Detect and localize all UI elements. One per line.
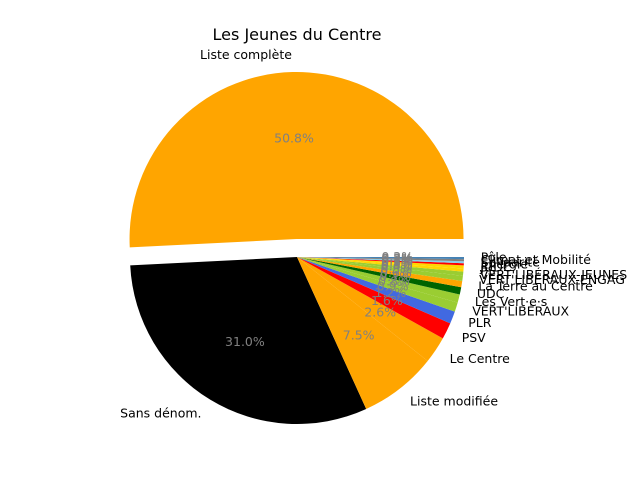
pie-slice-4 bbox=[297, 257, 451, 339]
pie-slices bbox=[129, 72, 465, 425]
pie-slice-16 bbox=[297, 257, 464, 262]
slice-pct-label-17: 0.2% bbox=[381, 249, 413, 264]
slice-pct-label-3: 2.6% bbox=[364, 304, 396, 319]
slice-label-9: La Terre au Centre bbox=[478, 278, 593, 293]
pie-labels: Liste complète 50.8% Sans dénom. 31.0% Liste… bbox=[120, 47, 627, 421]
pie-slice-12 bbox=[297, 257, 464, 272]
pie-slice-6 bbox=[297, 257, 458, 312]
pie-slice-0 bbox=[129, 72, 464, 248]
slice-pct-label-10: 0.5% bbox=[380, 261, 412, 276]
slice-pct-label-6: 0.9% bbox=[377, 279, 409, 294]
pie-slice-3 bbox=[297, 257, 443, 362]
slice-label-13: JUDC bbox=[479, 259, 511, 274]
slice-pct-label-7: 0.8% bbox=[378, 273, 410, 288]
slice-pct-label-11: 0.4% bbox=[381, 259, 413, 274]
pie-slice-10 bbox=[297, 257, 463, 282]
slice-label-10: VERT'LIBÉRAUX-ENGAG bbox=[479, 272, 625, 287]
pie-slice-8 bbox=[297, 257, 462, 295]
slice-label-7: Les Vert·e·s bbox=[475, 294, 547, 309]
slice-pct-label-15: 0.2% bbox=[381, 252, 413, 267]
pie-slice-1 bbox=[130, 257, 367, 425]
slice-label-0: Liste complète bbox=[200, 47, 292, 62]
slice-label-16: Climat et Mobilité bbox=[481, 252, 592, 267]
slice-label-14: Énergie bbox=[481, 257, 529, 272]
slice-label-1: Sans dénom. bbox=[120, 405, 201, 420]
slice-pct-label-5: 1.2% bbox=[375, 285, 407, 300]
chart-title: Les Jeunes du Centre bbox=[213, 25, 382, 44]
pie-slice-15 bbox=[297, 257, 464, 264]
slice-label-4: PSV bbox=[462, 330, 486, 345]
slice-pct-label-16: 0.2% bbox=[381, 250, 413, 265]
slice-label-12: PS bbox=[480, 263, 496, 278]
pie-slice-9 bbox=[297, 257, 463, 288]
slice-label-3: Le Centre bbox=[450, 351, 511, 366]
pie-slice-2 bbox=[297, 257, 428, 409]
slice-pct-label-9: 0.6% bbox=[380, 265, 412, 280]
slice-label-5: PLR bbox=[468, 315, 492, 330]
slice-label-8: UDC bbox=[477, 286, 505, 301]
pie-slice-13 bbox=[297, 257, 464, 269]
slice-pct-label-1: 31.0% bbox=[225, 334, 265, 349]
slice-label-2: Liste modifiée bbox=[410, 393, 498, 408]
slice-label-17: Pôle bbox=[481, 250, 507, 265]
slice-pct-label-12: 0.3% bbox=[381, 256, 413, 271]
slice-label-15: Solidarité bbox=[481, 254, 541, 269]
slice-pct-label-13: 0.3% bbox=[381, 254, 413, 269]
slice-pct-label-2: 7.5% bbox=[343, 327, 375, 342]
pie-slice-5 bbox=[297, 257, 455, 324]
pie-slice-14 bbox=[297, 257, 464, 266]
slice-pct-label-4: 1.6% bbox=[371, 293, 403, 308]
slice-pct-label-8: 0.7% bbox=[379, 269, 411, 284]
slice-pct-label-14: 0.2% bbox=[381, 253, 413, 268]
pie-slice-11 bbox=[297, 257, 464, 276]
slice-pct-label-0: 50.8% bbox=[274, 130, 314, 145]
slice-label-6: VERT'LIBÉRAUX bbox=[472, 304, 569, 319]
pie-slice-7 bbox=[297, 257, 460, 303]
slice-label-11: VERT'LIBÉRAUX-JEUNES bbox=[480, 267, 627, 282]
pie-slice-17 bbox=[297, 257, 465, 260]
